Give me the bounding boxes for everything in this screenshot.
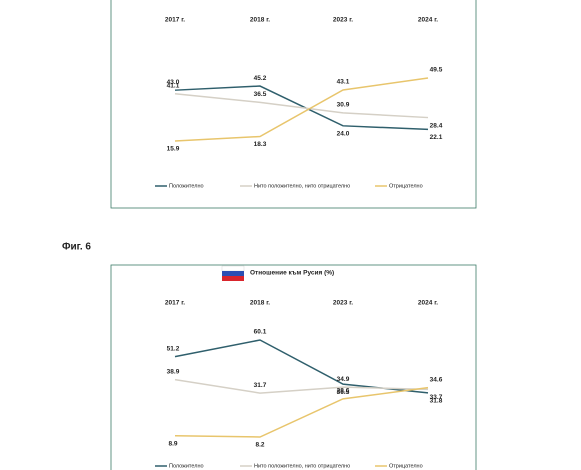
data-label: 31.7 bbox=[254, 382, 267, 389]
data-label: 34.6 bbox=[430, 376, 443, 383]
data-label: 41.1 bbox=[167, 82, 180, 89]
x-tick-label: 2024 г. bbox=[418, 300, 438, 307]
x-tick-label: 2018 г. bbox=[250, 17, 270, 24]
legend-label: Нито положително, нито отрицателно bbox=[254, 463, 350, 469]
data-label: 28.4 bbox=[430, 122, 443, 129]
series-line bbox=[174, 378, 429, 394]
data-label: 38.9 bbox=[167, 368, 180, 375]
x-tick-label: 2017 г. bbox=[165, 300, 185, 307]
x-tick-label: 2017 г. bbox=[165, 17, 185, 24]
legend-label: Положително bbox=[169, 463, 204, 469]
x-tick-label: 2023 г. bbox=[333, 300, 353, 307]
data-label: 8.9 bbox=[168, 440, 177, 447]
data-label: 49.5 bbox=[430, 67, 443, 74]
data-label: 8.2 bbox=[255, 442, 264, 449]
figure-label: Фиг. 6 bbox=[62, 242, 91, 253]
x-tick-label: 2023 г. bbox=[333, 17, 353, 24]
data-label: 15.9 bbox=[167, 146, 180, 153]
series-line bbox=[174, 77, 429, 142]
legend-label: Нито положително, нито отрицателно bbox=[254, 183, 350, 189]
data-label: 36.5 bbox=[337, 389, 350, 396]
legend-label: Положително bbox=[169, 183, 204, 189]
legend-label: Отрицателно bbox=[389, 463, 423, 469]
data-label: 30.9 bbox=[337, 102, 350, 109]
legend-label: Отрицателно bbox=[389, 183, 423, 189]
series-line bbox=[174, 386, 429, 438]
data-label: 31.8 bbox=[430, 398, 443, 405]
data-label: 18.3 bbox=[254, 141, 267, 148]
data-label: 60.1 bbox=[254, 329, 267, 336]
data-label: 28.6 bbox=[337, 388, 350, 395]
data-label: 34.9 bbox=[337, 376, 350, 383]
chart-frame bbox=[110, 0, 477, 209]
data-label: 22.1 bbox=[430, 134, 443, 141]
x-tick-label: 2018 г. bbox=[250, 300, 270, 307]
data-label: 51.2 bbox=[167, 345, 180, 352]
chart-title: Отношение към Русия (%) bbox=[250, 270, 334, 277]
data-label: 33.7 bbox=[430, 394, 443, 401]
data-label: 36.5 bbox=[254, 91, 267, 98]
x-tick-label: 2024 г. bbox=[418, 17, 438, 24]
data-label: 24.0 bbox=[337, 131, 350, 138]
chart-frame bbox=[110, 264, 477, 470]
data-label: 43.1 bbox=[337, 79, 350, 86]
data-label: 43.0 bbox=[167, 79, 180, 86]
series-line bbox=[174, 93, 429, 119]
data-label: 45.2 bbox=[254, 75, 267, 82]
series-line bbox=[174, 85, 429, 131]
flag bbox=[221, 265, 245, 281]
